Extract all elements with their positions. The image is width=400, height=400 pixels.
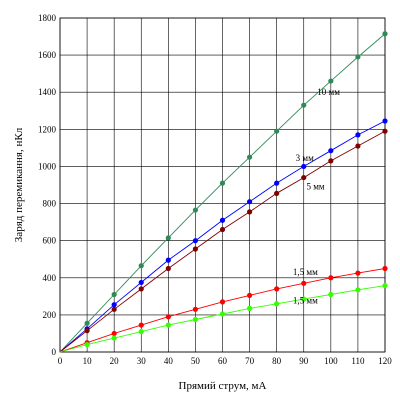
data-point (111, 330, 117, 337)
data-point (274, 301, 280, 307)
data-point (328, 158, 334, 164)
x-tick-label: 110 (351, 356, 365, 366)
data-point (382, 128, 388, 134)
data-point (301, 296, 307, 302)
data-point (84, 320, 90, 326)
data-point (274, 128, 280, 134)
x-tick-label: 10 (83, 356, 93, 366)
data-point (138, 328, 144, 335)
y-tick-label: 400 (43, 273, 57, 283)
data-point (192, 246, 199, 252)
series-label: 1,5 мм (293, 295, 318, 305)
data-point (301, 102, 307, 108)
data-point (328, 291, 334, 298)
data-point (165, 257, 171, 263)
data-point (219, 299, 226, 305)
data-point (301, 280, 307, 286)
x-axis-label: Прямий струм, мА (179, 380, 267, 392)
data-point (84, 328, 90, 334)
series-4 (59, 282, 388, 353)
data-point (219, 311, 226, 317)
series-0 (59, 31, 388, 353)
x-tick-label: 80 (272, 356, 282, 366)
data-point (246, 199, 253, 205)
series-label: 10 мм (317, 87, 340, 97)
data-point (192, 316, 199, 323)
data-point (382, 31, 388, 37)
data-point (111, 302, 117, 308)
data-point (219, 217, 226, 223)
data-point (165, 314, 171, 320)
data-point (328, 275, 334, 281)
x-tick-label: 100 (324, 356, 338, 366)
x-tick-label: 90 (299, 356, 309, 366)
axes: 0 10 20 30 40 50 60 70 80 90 100 110 120020040060080… (38, 13, 392, 366)
y-tick-label: 800 (43, 199, 57, 209)
data-point (382, 118, 388, 124)
data-point (274, 180, 280, 186)
y-axis-label: Заряд перемикання, нКл (13, 127, 25, 242)
x-tick-label: 40 (164, 356, 174, 366)
data-point (246, 209, 253, 215)
data-point (165, 265, 171, 272)
data-point (274, 286, 280, 292)
data-point (355, 143, 361, 149)
x-tick-label: 50 (191, 356, 201, 366)
y-tick-label: 200 (43, 310, 57, 320)
x-tick-label: 70 (245, 356, 255, 366)
data-point (382, 282, 388, 289)
data-point (219, 226, 226, 233)
y-tick-label: 0 (52, 347, 57, 357)
series-label: 3 мм (296, 153, 314, 163)
plot-frame (59, 17, 386, 353)
y-tick-label: 1000 (38, 161, 57, 171)
data-point (301, 163, 307, 170)
series-group (59, 31, 388, 353)
series-3 (59, 265, 388, 353)
series-label: 1,5 мм (293, 267, 318, 277)
x-tick-label: 0 (58, 356, 63, 366)
series-2 (59, 128, 388, 353)
data-point (165, 235, 171, 241)
data-point (111, 291, 117, 298)
y-tick-label: 600 (43, 236, 57, 246)
data-point (84, 341, 90, 348)
data-point (192, 306, 199, 312)
data-point (192, 207, 199, 213)
data-point (111, 306, 117, 312)
y-tick-label: 1600 (38, 50, 57, 60)
data-point (355, 270, 361, 276)
data-point (328, 78, 334, 84)
data-point (138, 322, 144, 328)
y-tick-label: 1800 (38, 13, 57, 23)
series-label: 5 мм (306, 182, 324, 192)
data-point (382, 265, 388, 272)
data-point (355, 54, 361, 60)
data-point (301, 174, 307, 181)
data-point (274, 190, 280, 196)
x-tick-label: 30 (137, 356, 147, 366)
x-tick-label: 120 (378, 356, 392, 366)
series-1 (59, 118, 388, 353)
data-point (355, 287, 361, 293)
data-point (138, 263, 144, 269)
data-point (111, 335, 117, 341)
y-tick-label: 1400 (38, 87, 57, 97)
data-point (138, 286, 144, 292)
x-tick-label: 20 (110, 356, 120, 366)
series-labels: 10 мм 3 мм 5 мм 1,5 мм 1,5 мм (293, 87, 340, 305)
data-point (246, 154, 253, 160)
data-point (246, 292, 253, 299)
data-point (355, 132, 361, 138)
data-point (165, 322, 171, 328)
data-point (219, 180, 226, 186)
data-point (138, 279, 144, 286)
data-point (328, 148, 334, 154)
data-point (246, 305, 253, 311)
data-point (192, 238, 199, 244)
x-tick-label: 60 (218, 356, 228, 366)
y-tick-label: 1200 (38, 124, 57, 134)
